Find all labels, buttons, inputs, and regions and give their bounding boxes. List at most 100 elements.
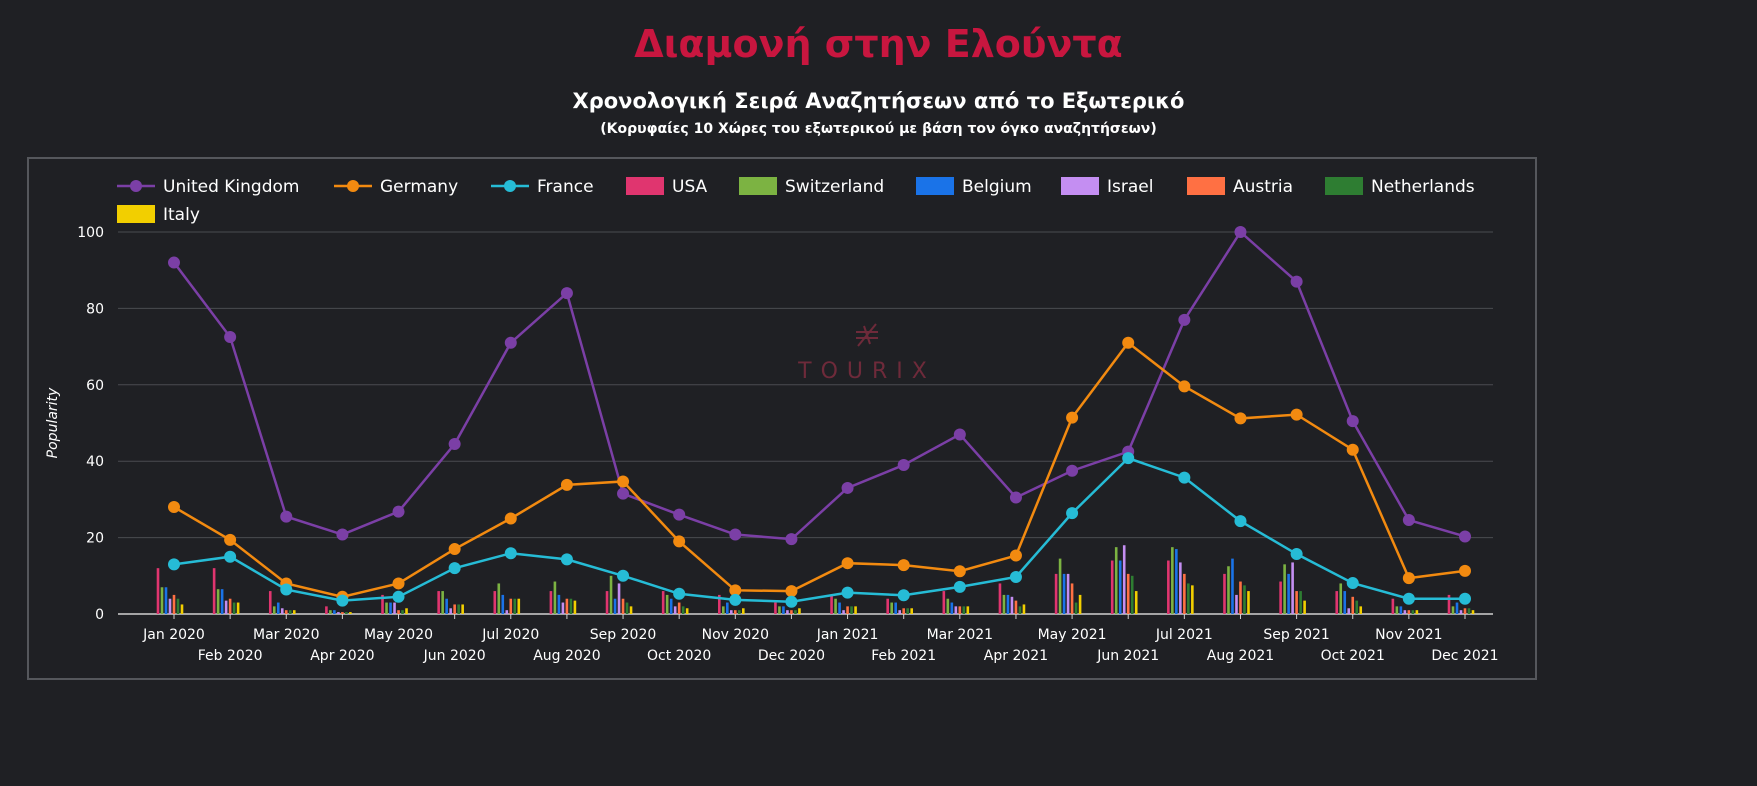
bar-israel — [673, 606, 677, 614]
bar-austria — [1126, 573, 1130, 614]
legend-label: Italy — [163, 205, 200, 225]
x-tick-label: Feb 2020 — [198, 648, 263, 664]
point-germany — [953, 565, 966, 578]
point-united-kingdom — [448, 438, 461, 451]
x-tick-label: Jul 2020 — [481, 627, 539, 643]
point-united-kingdom — [841, 481, 854, 494]
bar-italy — [1134, 591, 1138, 614]
bar-netherlands — [1355, 600, 1359, 614]
bar-italy — [1078, 594, 1082, 614]
bar-switzerland — [553, 581, 557, 614]
x-tick-label: Aug 2021 — [1207, 648, 1274, 664]
legend-label: Netherlands — [1371, 177, 1475, 197]
point-united-kingdom — [336, 528, 349, 541]
point-germany — [785, 585, 798, 598]
bar-israel — [1235, 594, 1238, 614]
y-tick-label: 80 — [86, 301, 104, 317]
bar-usa — [1447, 594, 1451, 614]
bar-belgium — [1399, 606, 1403, 614]
point-united-kingdom — [1009, 491, 1022, 504]
bar-israel — [168, 598, 172, 614]
bar-belgium — [220, 589, 224, 614]
bar-switzerland — [1114, 547, 1118, 614]
bar-usa — [1335, 591, 1339, 614]
x-tick-label: Jun 2021 — [1096, 648, 1159, 664]
bar-italy — [236, 602, 240, 614]
bar-usa — [605, 591, 609, 614]
bar-belgium — [445, 598, 448, 614]
bar-netherlands — [1130, 575, 1134, 614]
legend-bar-swatch — [916, 177, 954, 195]
bar-netherlands — [738, 610, 741, 614]
bar-netherlands — [345, 612, 348, 614]
point-united-kingdom — [617, 487, 630, 500]
bar-switzerland — [1395, 606, 1399, 614]
point-united-kingdom — [224, 331, 237, 344]
bar-usa — [381, 594, 384, 614]
bar-austria — [1183, 573, 1186, 614]
point-united-kingdom — [504, 336, 517, 349]
point-germany — [1009, 549, 1022, 562]
bar-belgium — [276, 602, 280, 614]
point-france — [1346, 577, 1359, 590]
bar-austria — [228, 598, 232, 614]
bar-italy — [966, 606, 970, 614]
chart-subtitle: Χρονολογική Σειρά Αναζητήσεων από το Εξω… — [572, 89, 1185, 113]
bar-belgium — [1343, 591, 1347, 614]
x-tick-label: Jul 2021 — [1155, 627, 1213, 643]
bar-italy — [629, 606, 633, 614]
bar-belgium — [894, 602, 897, 614]
bar-israel — [505, 610, 509, 614]
legend-point-marker — [130, 180, 142, 192]
bar-belgium — [613, 598, 617, 614]
bar-switzerland — [441, 591, 444, 614]
legend-bar-swatch — [117, 205, 155, 223]
bar-austria — [453, 604, 456, 614]
bar-switzerland — [216, 589, 220, 614]
bar-switzerland — [890, 602, 893, 614]
bar-italy — [180, 604, 184, 614]
x-tick-label: Mar 2021 — [927, 627, 994, 643]
point-france — [336, 594, 349, 607]
tourix-logo-icon — [856, 323, 878, 347]
bar-usa — [886, 598, 889, 614]
bar-italy — [461, 604, 464, 614]
point-united-kingdom — [785, 533, 798, 546]
bar-austria — [734, 610, 737, 614]
bar-israel — [786, 610, 789, 614]
point-germany — [1122, 336, 1135, 349]
x-tick-label: Sep 2020 — [590, 627, 656, 643]
bar-italy — [573, 600, 577, 614]
bar-switzerland — [1283, 564, 1286, 614]
bar-switzerland — [1002, 594, 1006, 614]
bar-netherlands — [850, 606, 853, 614]
bar-belgium — [1006, 594, 1010, 614]
point-united-kingdom — [392, 505, 405, 518]
bar-austria — [902, 608, 905, 614]
bar-belgium — [950, 602, 954, 614]
bar-switzerland — [778, 606, 781, 614]
bar-italy — [292, 610, 296, 614]
point-germany — [224, 533, 237, 546]
point-france — [1402, 592, 1415, 605]
bar-belgium — [333, 610, 336, 614]
bar-israel — [224, 600, 228, 614]
point-germany — [673, 535, 686, 548]
bar-netherlands — [681, 606, 685, 614]
bar-switzerland — [946, 598, 950, 614]
bar-switzerland — [497, 583, 501, 614]
bar-netherlands — [1411, 610, 1415, 614]
bar-italy — [405, 608, 408, 614]
line-germany — [173, 341, 1466, 599]
line-france — [173, 456, 1465, 604]
point-germany — [841, 557, 854, 570]
bar-switzerland — [722, 606, 725, 614]
bar-israel — [1010, 596, 1014, 614]
x-tick-label: May 2020 — [364, 627, 433, 643]
legend-item-germany: Germany — [334, 177, 458, 197]
point-united-kingdom — [1234, 226, 1247, 238]
point-france — [617, 569, 630, 582]
legend-item-italy: Italy — [117, 205, 200, 225]
bar-belgium — [782, 606, 785, 614]
bar-belgium — [1062, 573, 1066, 614]
